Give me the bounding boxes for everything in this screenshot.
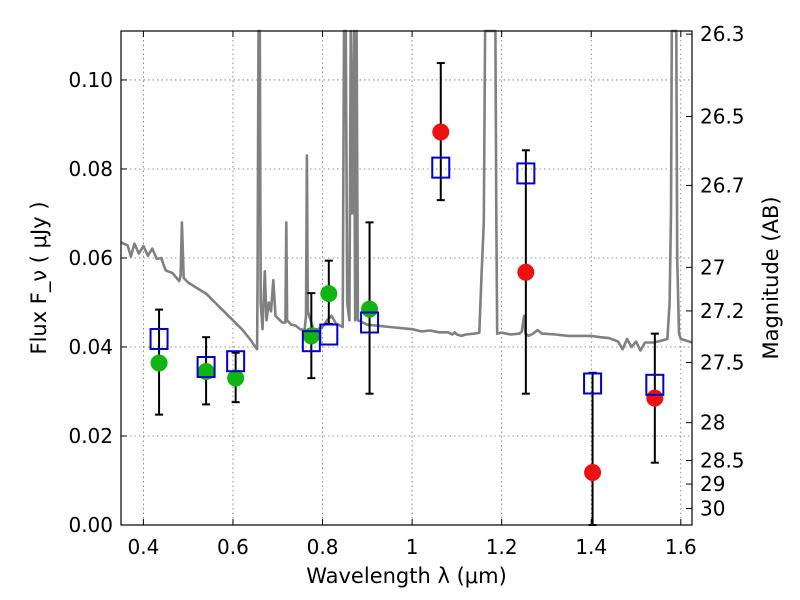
right-tick-label: 28.5 [700, 448, 745, 472]
right-tick-label: 27.5 [700, 351, 745, 375]
model-point-square [149, 327, 169, 350]
x-tick-label: 1.2 [486, 535, 518, 559]
data-point-circle [432, 123, 450, 141]
plot-frame [120, 30, 693, 526]
y-tick-label: 0.08 [68, 157, 113, 181]
grid-lines [121, 31, 692, 526]
x-axis-label: Wavelength λ (μm) [306, 564, 507, 588]
right-tick-label: 27.2 [700, 299, 745, 323]
model-spectrum-layer [120, 29, 693, 352]
model-spectrum-line [120, 29, 693, 352]
y-axis-label: Flux F_ν ( μJy ) [27, 201, 52, 354]
model-point-square [360, 311, 380, 334]
y-tick-label: 0.00 [68, 513, 113, 537]
x-tick-label: 1.4 [575, 535, 607, 559]
right-tick-label: 30 [700, 497, 725, 521]
y-tick-label: 0.02 [68, 424, 113, 448]
x-tick-label: 1 [406, 535, 419, 559]
model-point-square [516, 162, 536, 185]
data-point-circle [517, 263, 535, 281]
data-point-circle [320, 285, 338, 303]
x-tick-label: 1.6 [665, 535, 697, 559]
right-tick-label: 26.5 [700, 104, 745, 128]
error-bars-layer [155, 62, 659, 526]
model-point-square [431, 156, 451, 179]
data-point-circle [646, 389, 664, 407]
right-tick-label: 29 [700, 472, 725, 496]
data-point-circle [584, 463, 602, 481]
ticks-layer: 0.4 0.6 0.8 1 1.2 1.4 1.6 0.00 0.02 0.04 0.06 0.08 0… [68, 22, 744, 559]
data-point-circle [227, 369, 245, 387]
data-point-circle [361, 300, 379, 318]
model-point-square [645, 373, 665, 396]
y-tick-label: 0.06 [68, 246, 113, 270]
x-tick-label: 0.4 [127, 535, 159, 559]
y-tick-label: 0.04 [68, 335, 113, 359]
markers-layer [149, 123, 665, 481]
model-point-square [226, 350, 246, 373]
model-point-square [196, 356, 216, 379]
model-point-square [319, 323, 339, 346]
y-axis-right-label: Magnitude (AB) [759, 196, 783, 359]
x-tick-label: 0.6 [217, 535, 249, 559]
model-point-square [583, 372, 603, 395]
x-tick-label: 0.8 [307, 535, 339, 559]
right-tick-label: 27 [700, 255, 725, 279]
right-tick-label: 28 [700, 411, 725, 435]
y-tick-label: 0.10 [68, 68, 113, 92]
right-tick-label: 26.3 [700, 22, 745, 46]
right-tick-label: 26.7 [700, 173, 745, 197]
data-point-circle [150, 354, 168, 372]
